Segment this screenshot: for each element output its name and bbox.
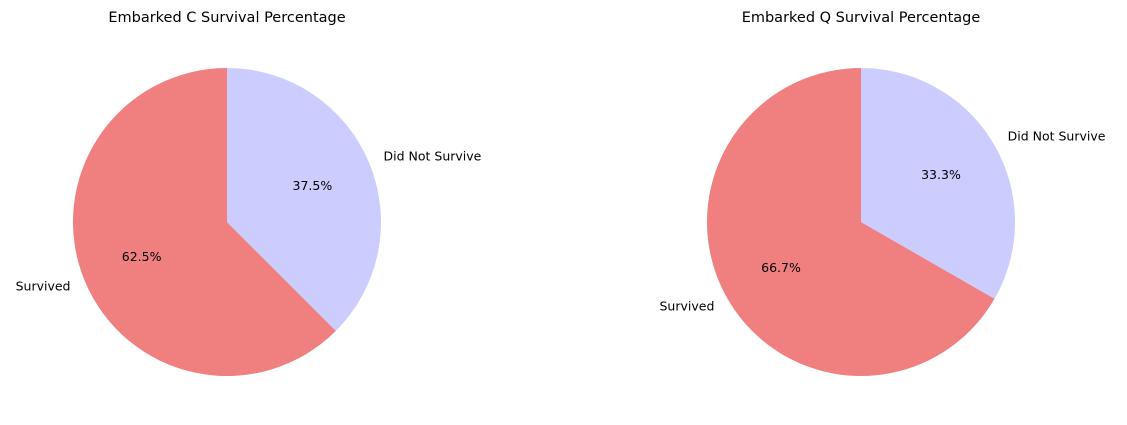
pie-chart-embarked-q: Embarked Q Survival Percentage Survived 6… — [659, 10, 1106, 376]
pie-slice-survived — [707, 68, 995, 376]
percent-label-did-not-survive: 37.5% — [293, 178, 333, 193]
slice-label-did-not-survive: Did Not Survive — [1008, 129, 1106, 144]
chart-title: Embarked Q Survival Percentage — [742, 10, 981, 26]
pie-slice-did-not-survive — [227, 68, 381, 331]
pie-slice-did-not-survive — [861, 68, 1016, 299]
percent-label-survived: 62.5% — [122, 249, 162, 264]
pie-chart-embarked-c: Embarked C Survival Percentage Survived 6… — [16, 10, 482, 377]
slice-label-did-not-survive: Did Not Survive — [384, 149, 482, 164]
chart-title: Embarked C Survival Percentage — [108, 10, 345, 26]
slice-label-survived: Survived — [16, 278, 71, 293]
pie-slice-survived — [72, 68, 336, 377]
percent-label-did-not-survive: 33.3% — [921, 167, 961, 182]
percent-label-survived: 66.7% — [761, 260, 801, 275]
slice-label-survived: Survived — [659, 298, 714, 313]
